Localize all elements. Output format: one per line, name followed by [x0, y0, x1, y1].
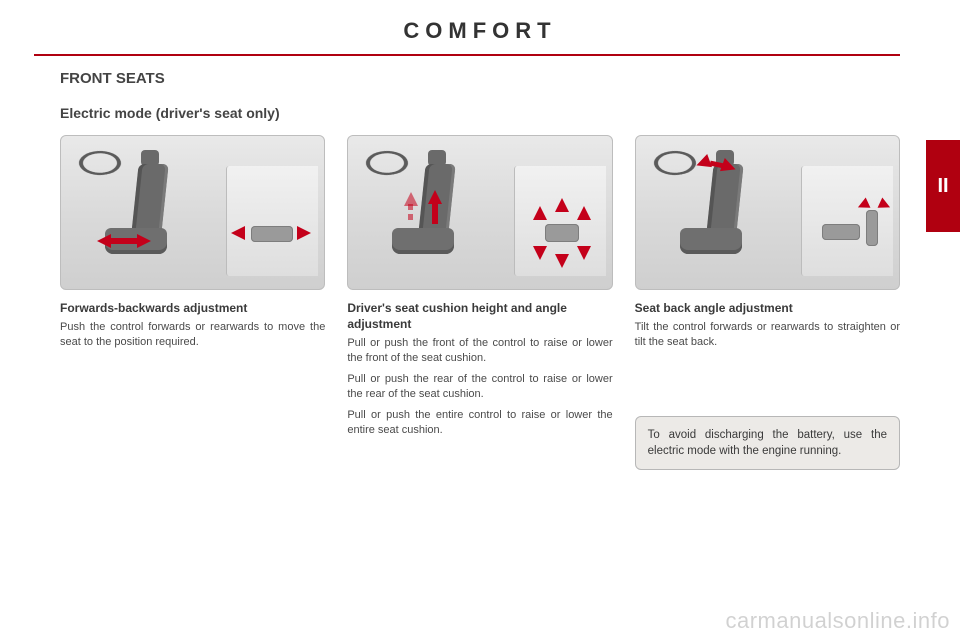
illustration-seatback — [635, 135, 900, 290]
col2-para1: Pull or push the front of the control to… — [347, 336, 612, 366]
col1-heading: Forwards-backwards adjustment — [60, 300, 325, 316]
watermark: carmanualsonline.info — [725, 608, 950, 634]
illustration-height-angle — [347, 135, 612, 290]
col3-heading: Seat back angle adjustment — [635, 300, 900, 316]
column-forward-back: Forwards-backwards adjustment Push the c… — [60, 135, 325, 470]
column-seatback: Seat back angle adjustment Tilt the cont… — [635, 135, 900, 470]
battery-note: To avoid discharging the battery, use th… — [635, 416, 900, 470]
col2-para3: Pull or push the entire control to raise… — [347, 408, 612, 438]
content-area: FRONT SEATS Electric mode (driver's seat… — [0, 56, 960, 470]
col2-heading: Driver's seat cushion height and angle a… — [347, 300, 612, 332]
col2-para2: Pull or push the rear of the control to … — [347, 372, 612, 402]
manual-page: COMFORT II FRONT SEATS Electric mode (dr… — [0, 0, 960, 640]
chapter-tab: II — [926, 140, 960, 232]
section-title: FRONT SEATS — [60, 70, 900, 87]
col3-para1: Tilt the control forwards or rearwards t… — [635, 320, 900, 350]
subsection-title: Electric mode (driver's seat only) — [60, 105, 900, 121]
three-column-layout: Forwards-backwards adjustment Push the c… — [60, 135, 900, 470]
column-height-angle: Driver's seat cushion height and angle a… — [347, 135, 612, 470]
chapter-title: COMFORT — [0, 0, 960, 44]
col1-para1: Push the control forwards or rearwards t… — [60, 320, 325, 350]
illustration-forward-back — [60, 135, 325, 290]
